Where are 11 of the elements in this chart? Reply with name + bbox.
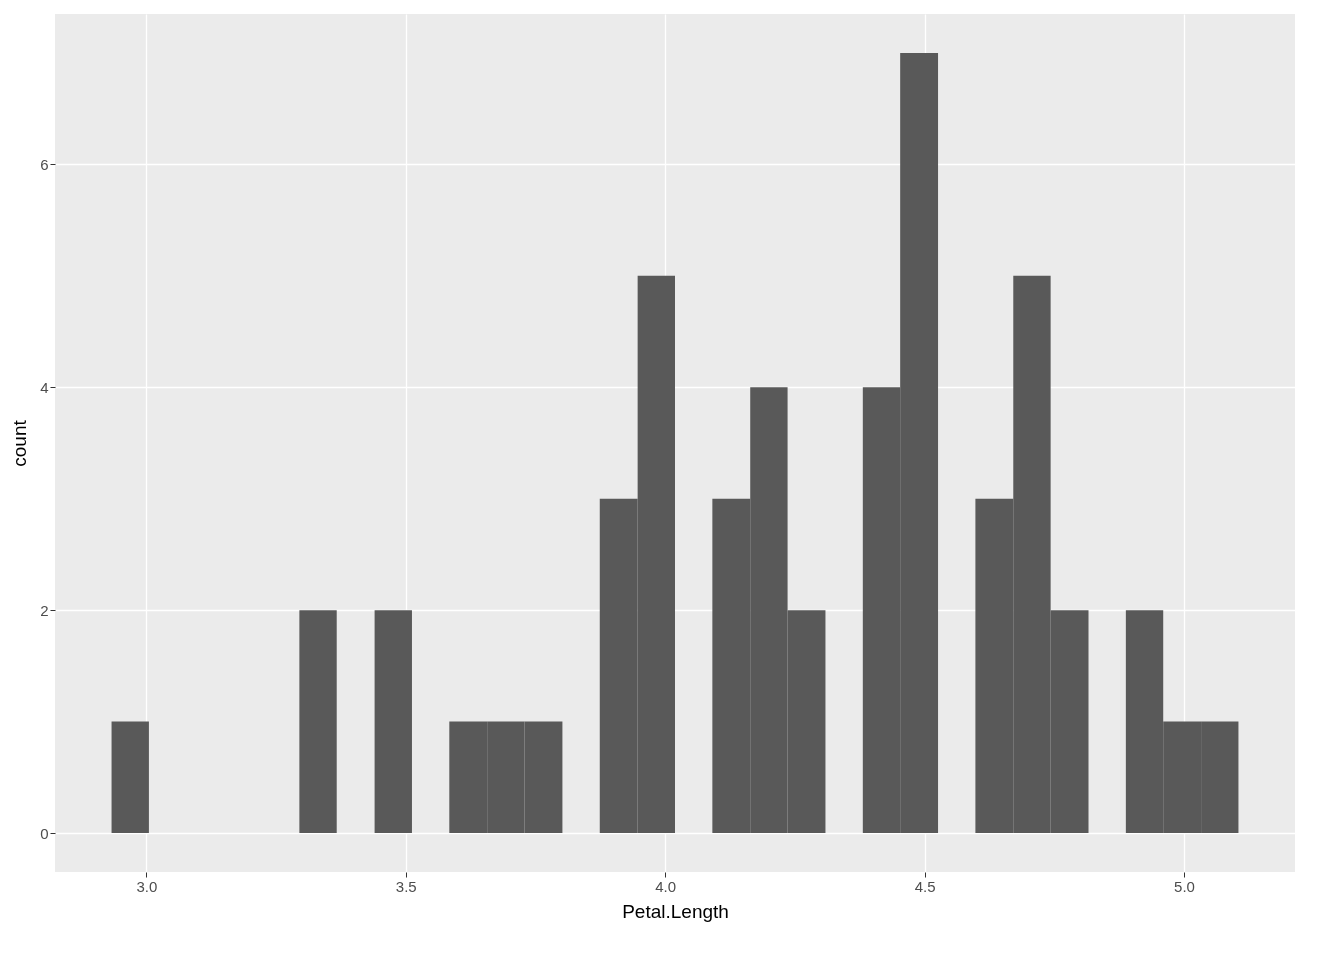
x-axis-title: Petal.Length	[622, 900, 729, 922]
y-tick-label: 0	[40, 824, 49, 842]
x-tick-label: 3.0	[136, 877, 158, 895]
x-tick-label: 3.5	[395, 877, 417, 895]
y-tick-label: 4	[40, 378, 49, 396]
x-tick-label: 4.0	[655, 877, 677, 895]
y-tick-label: 2	[40, 601, 49, 619]
x-tick-label: 5.0	[1174, 877, 1195, 895]
x-tick-label: 4.5	[914, 877, 936, 895]
y-axis-title: count	[9, 419, 31, 467]
y-tick-label: 6	[40, 155, 49, 173]
